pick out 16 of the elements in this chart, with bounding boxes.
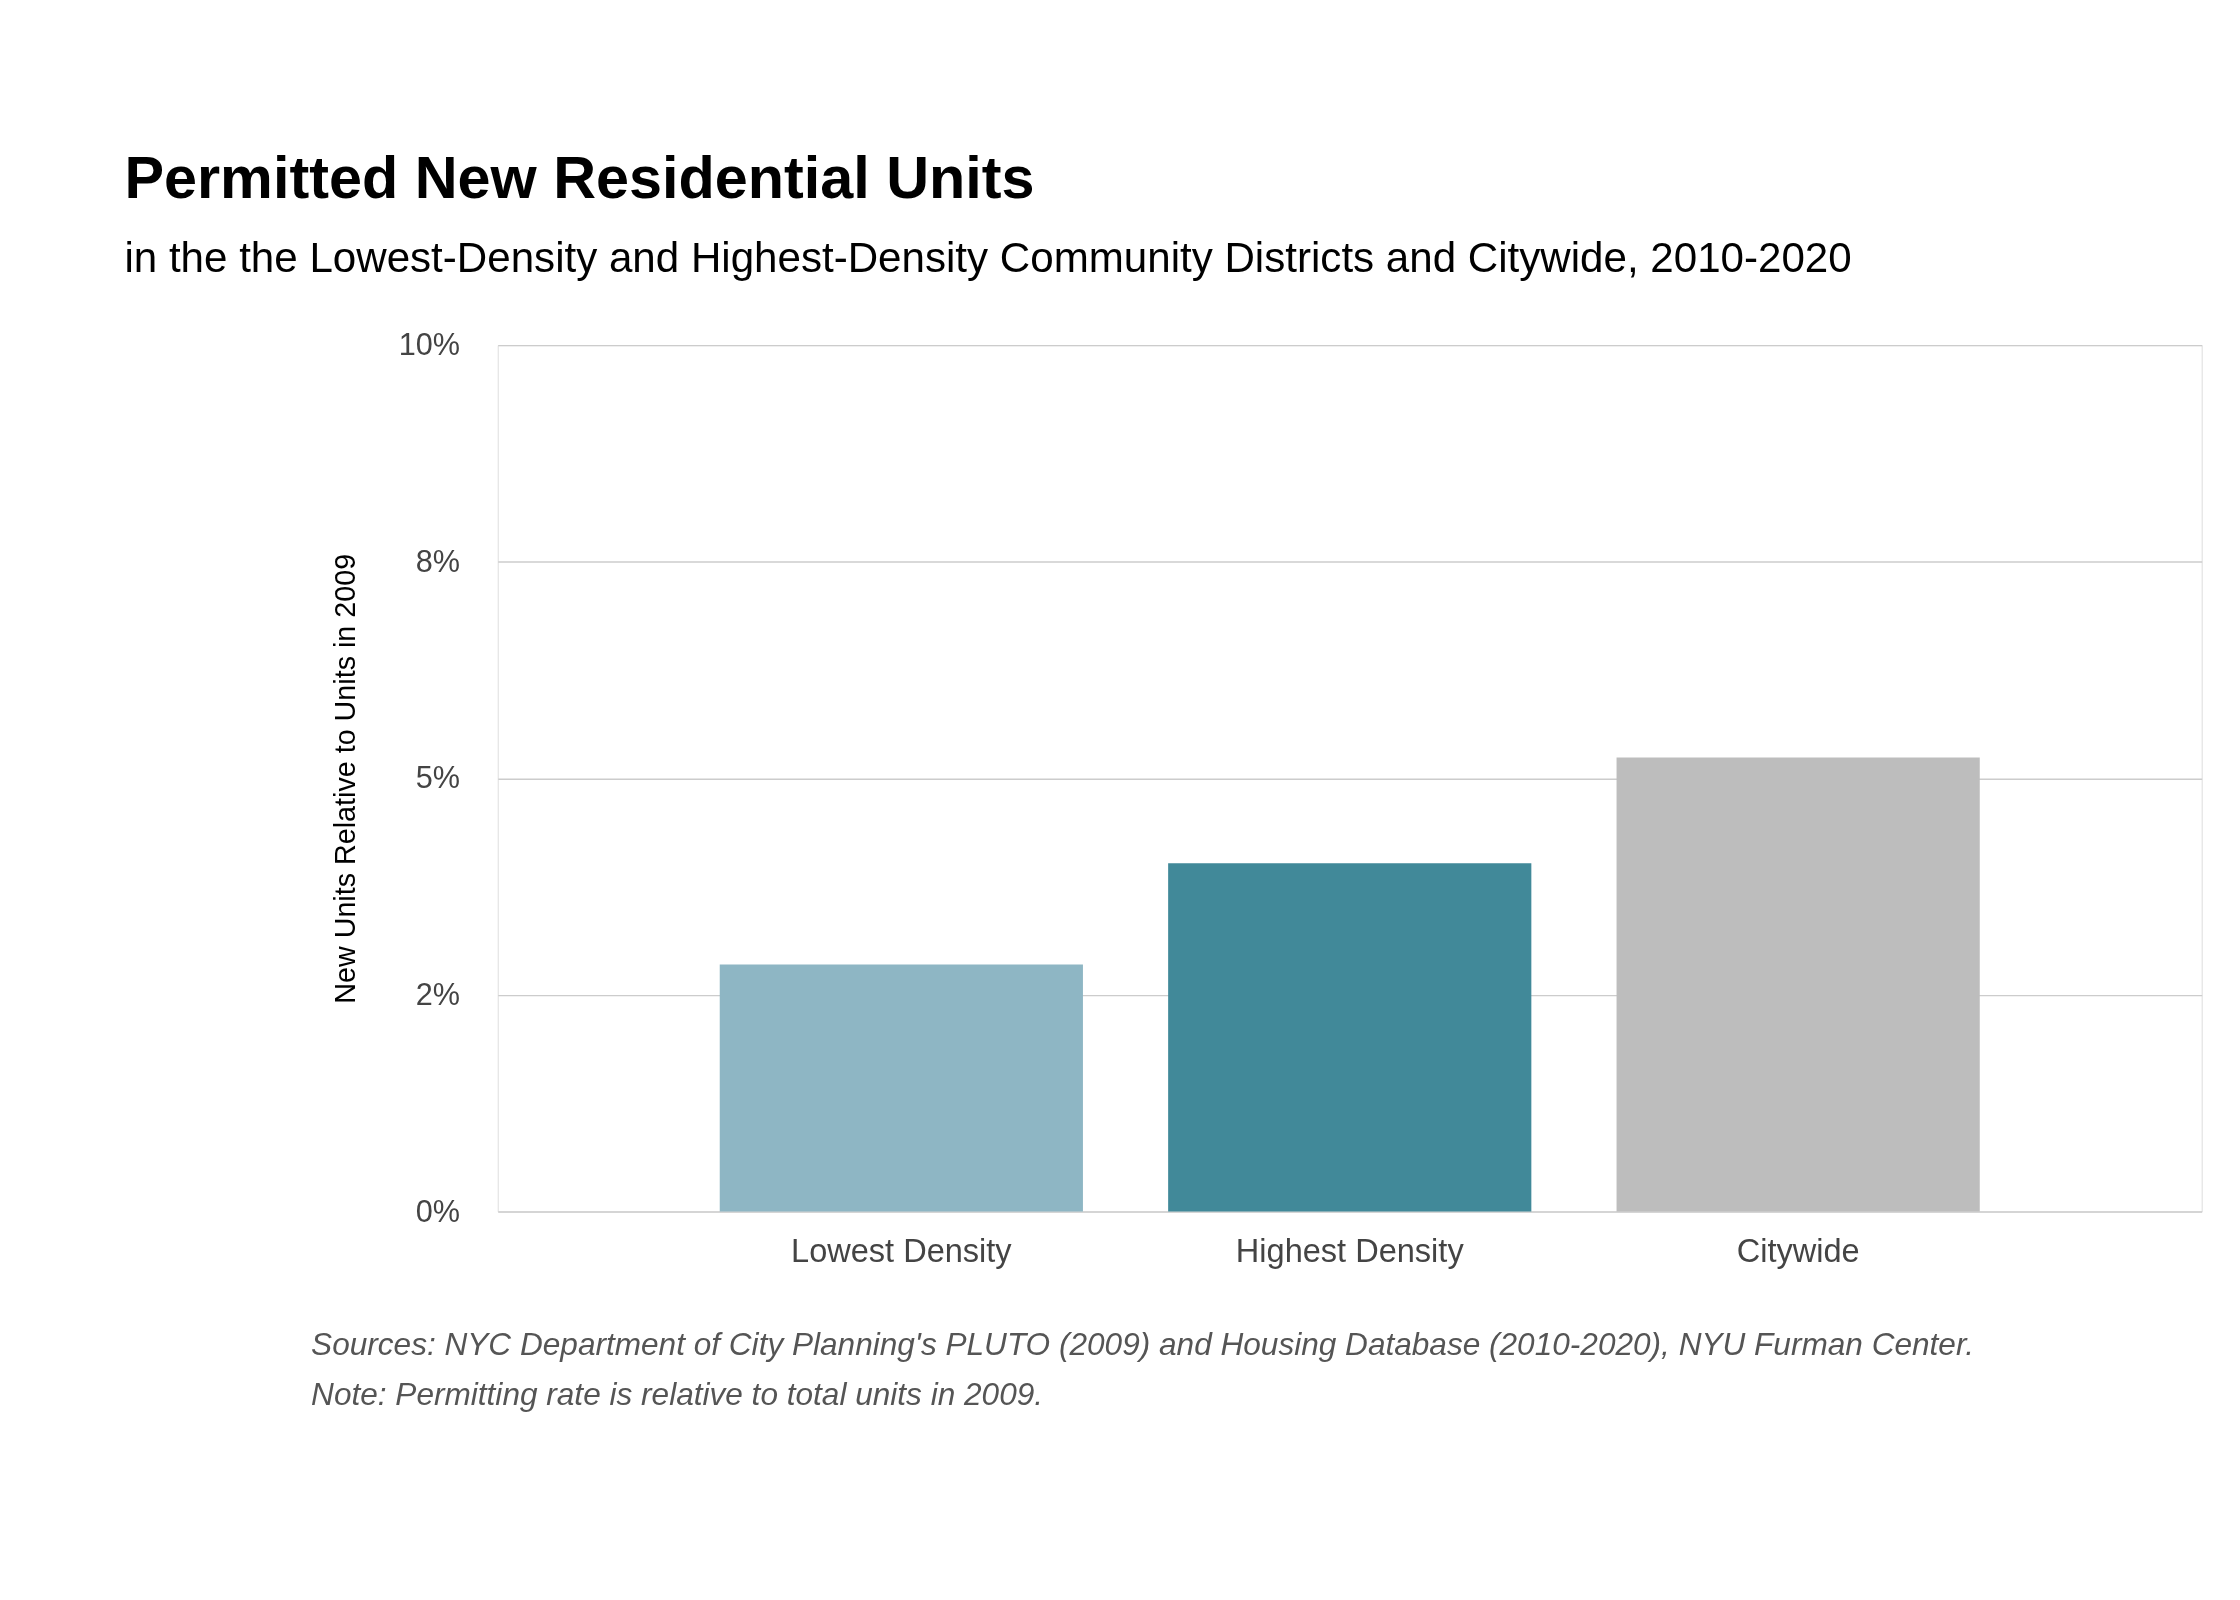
y-axis-title: New Units Relative to Units in 2009	[328, 553, 361, 1004]
bar	[1168, 863, 1532, 1212]
y-tick-label: 5%	[415, 760, 460, 795]
source-note: Sources: NYC Department of City Planning's PLUTO (2009) and Housing Database (2010-2020), NYU Furman Center.	[311, 1326, 1975, 1363]
x-tick-label: Highest Density	[1235, 1232, 1465, 1269]
chart-title: Permitted New Residential Units	[124, 143, 1035, 211]
y-tick-label: 0%	[415, 1193, 460, 1228]
y-tick-label: 2%	[415, 976, 460, 1011]
y-tick-label: 8%	[415, 543, 460, 578]
x-tick-label: Citywide	[1736, 1232, 1860, 1269]
bar	[1616, 757, 1980, 1212]
bar	[719, 964, 1083, 1212]
x-tick-label: Lowest Density	[791, 1232, 1013, 1269]
text: Note: Permitting rate is relative to total units in 2009.	[311, 1375, 1044, 1412]
chart-subtitle: in the the Lowest-Density and Highest-Density Community Districts and Citywide, 2010-2020	[124, 234, 1852, 282]
y-tick-label: 10%	[398, 327, 460, 362]
